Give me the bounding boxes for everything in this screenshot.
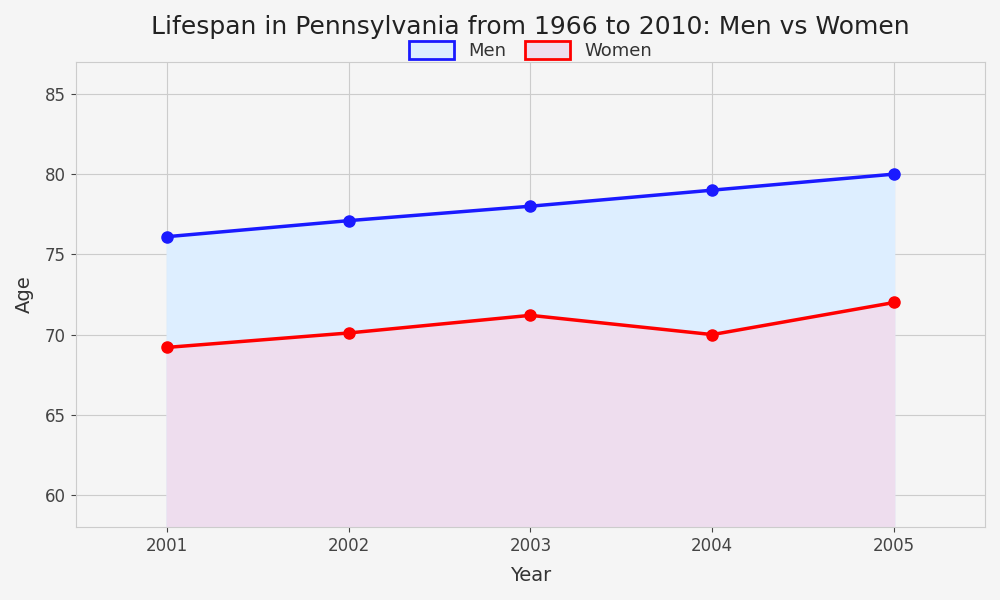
- Y-axis label: Age: Age: [15, 275, 34, 313]
- Legend: Men, Women: Men, Women: [402, 34, 659, 67]
- X-axis label: Year: Year: [510, 566, 551, 585]
- Title: Lifespan in Pennsylvania from 1966 to 2010: Men vs Women: Lifespan in Pennsylvania from 1966 to 20…: [151, 15, 910, 39]
